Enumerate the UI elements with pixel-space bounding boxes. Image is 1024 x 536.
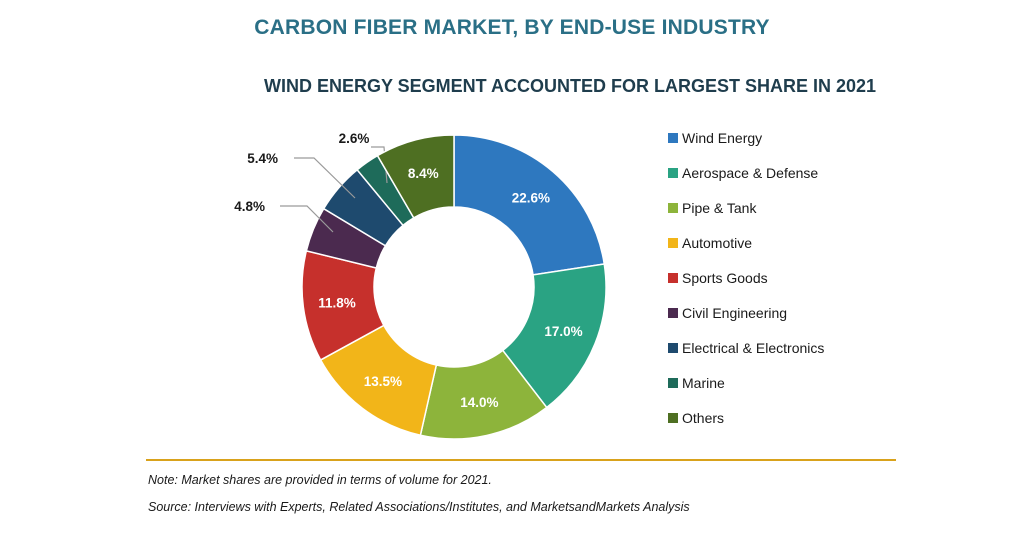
legend-label: Sports Goods: [682, 269, 768, 286]
legend-label: Aerospace & Defense: [682, 164, 819, 181]
leader-line-electrical-and-electronics: [294, 157, 356, 199]
legend-swatch: [668, 272, 678, 283]
data-label-aerospace-and-defense: 17.0%: [544, 324, 582, 339]
legend-item-aerospace-and-defense: Aerospace & Defense: [668, 155, 824, 190]
legend-item-sports-goods: Sports Goods: [668, 260, 824, 295]
data-label-marine: 2.6%: [339, 131, 370, 146]
legend-label: Pipe & Tank: [682, 199, 757, 216]
legend-swatch: [668, 412, 678, 423]
legend-swatch: [668, 377, 678, 388]
leader-line-civil-engineering: [280, 205, 334, 233]
chart-subtitle: WIND ENERGY SEGMENT ACCOUNTED FOR LARGES…: [263, 76, 877, 96]
legend-label: Automotive: [682, 234, 753, 251]
chart-legend: Wind Energy Aerospace & Defense Pipe & Tan…: [668, 120, 824, 435]
legend-label: Others: [682, 409, 725, 426]
data-label-sports-goods: 11.8%: [318, 295, 356, 310]
data-label-others: 8.4%: [408, 166, 439, 181]
legend-item-wind-energy: Wind Energy: [668, 120, 824, 155]
legend-swatch: [668, 132, 678, 143]
legend-swatch: [668, 237, 678, 248]
data-label-pipe-and-tank: 14.0%: [460, 395, 498, 410]
divider-rule: [146, 459, 896, 461]
data-label-automotive: 13.5%: [364, 374, 402, 389]
legend-item-civil-engineering: Civil Engineering: [668, 295, 824, 330]
legend-label: Civil Engineering: [682, 304, 788, 321]
slice-others: [376, 134, 455, 219]
legend-label: Marine: [682, 374, 725, 391]
data-label-civil-engineering: 4.8%: [234, 199, 265, 214]
legend-label: Electrical & Electronics: [682, 339, 825, 356]
legend-item-marine: Marine: [668, 365, 824, 400]
chart-source: Source: Interviews with Experts, Related…: [148, 500, 690, 514]
legend-swatch: [668, 167, 678, 178]
legend-item-others: Others: [668, 400, 824, 435]
legend-swatch: [668, 307, 678, 318]
legend-item-electrical-and-electronics: Electrical & Electronics: [668, 330, 824, 365]
slice-wind-energy: [453, 134, 606, 276]
legend-swatch: [668, 202, 678, 213]
legend-label: Wind Energy: [682, 129, 763, 146]
data-label-wind-energy: 22.6%: [512, 190, 550, 205]
legend-swatch: [668, 342, 678, 353]
chart-note: Note: Market shares are provided in term…: [148, 473, 492, 487]
chart-title: CARBON FIBER MARKET, BY END-USE INDUSTRY: [254, 16, 770, 39]
data-label-electrical-and-electronics: 5.4%: [247, 151, 278, 166]
legend-item-automotive: Automotive: [668, 225, 824, 260]
legend-item-pipe-and-tank: Pipe & Tank: [668, 190, 824, 225]
